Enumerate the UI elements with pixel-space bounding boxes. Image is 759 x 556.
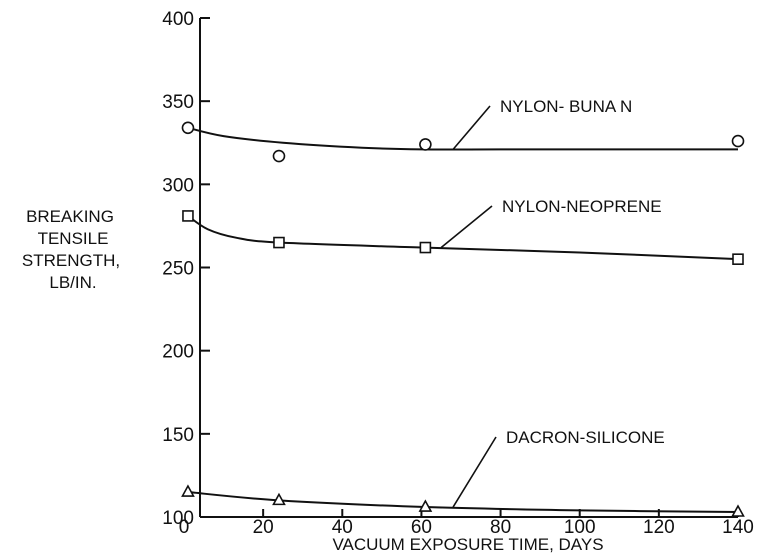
series-label-leader: [452, 105, 491, 150]
x-tick-label: 80: [490, 517, 511, 538]
x-tick-label: 60: [411, 517, 432, 538]
y-axis-title-line-3: STRENGTH,: [22, 251, 120, 270]
data-point-triangle: [272, 492, 286, 506]
data-point-square: [273, 236, 285, 249]
data-point-triangle: [181, 484, 195, 497]
y-tick-label: 400: [162, 9, 194, 30]
x-axis-title: VACUUM EXPOSURE TIME, DAYS: [332, 535, 603, 554]
data-point-square: [182, 210, 194, 222]
y-axis-title-line-1: BREAKING: [26, 207, 114, 226]
y-tick-label: 150: [162, 425, 194, 446]
series-label: DACRON-SILICONE: [506, 428, 665, 447]
y-tick-label: 200: [162, 342, 194, 363]
x-tick-label: 20: [253, 517, 274, 538]
y-tick-label: 350: [162, 92, 194, 113]
y-tick-label: 100: [162, 508, 194, 529]
fit-curves: [187, 126, 739, 514]
data-point-circle: [731, 134, 745, 148]
fit-curve-series-0: [187, 126, 738, 151]
series-label-leader: [452, 436, 497, 508]
data-point-circle: [419, 138, 432, 151]
x-tick-label: 100: [564, 517, 596, 538]
series-labels: NYLON- BUNA N NYLON-NEOPRENE DACRON-SILICO…: [440, 97, 665, 508]
data-point-triangle: [418, 499, 433, 512]
data-markers: [181, 121, 745, 517]
x-ticks: 0 20 40 60 80 100 120 140: [179, 509, 754, 538]
series-label-leader: [440, 205, 493, 249]
fit-curve-series-2: [187, 491, 739, 514]
x-tick-label: 40: [332, 517, 353, 538]
x-tick-label: 120: [643, 517, 675, 538]
y-tick-label: 300: [162, 175, 194, 196]
data-point-square: [732, 253, 744, 265]
data-point-circle: [181, 121, 195, 135]
y-axis-title-line-4: LB/IN.: [49, 273, 96, 292]
x-tick-label: 140: [722, 517, 754, 538]
fit-curve-series-1: [187, 215, 739, 261]
series-label: NYLON- BUNA N: [500, 97, 632, 116]
data-point-triangle: [731, 504, 745, 517]
series-label: NYLON-NEOPRENE: [502, 197, 662, 216]
data-point-circle: [272, 149, 286, 163]
y-axis-title-line-2: TENSILE: [38, 229, 109, 248]
y-axis-title: BREAKING TENSILE STRENGTH, LB/IN.: [22, 207, 120, 292]
y-tick-label: 250: [162, 259, 194, 280]
y-ticks: 100 150 200 250 300 350 400: [162, 9, 210, 529]
data-point-square: [419, 241, 432, 254]
x-tick-label: 0: [179, 517, 190, 538]
